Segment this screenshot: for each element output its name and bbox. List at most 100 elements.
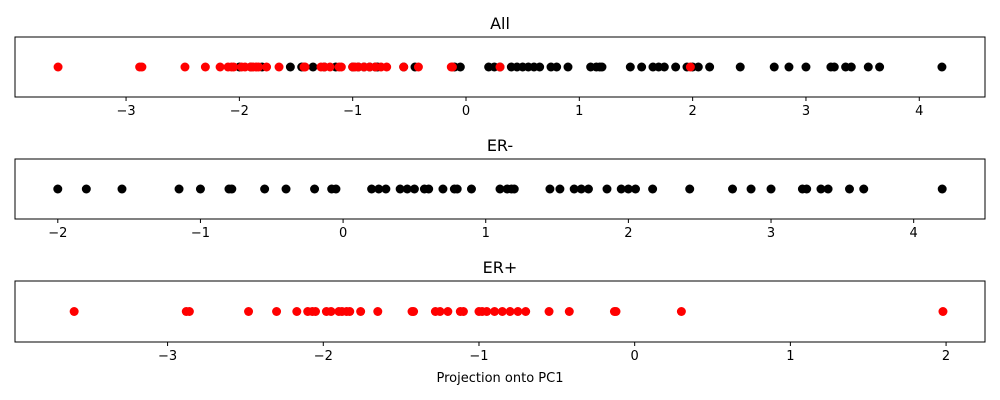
scatter-point [325, 62, 335, 72]
scatter-point [513, 307, 523, 316]
x-tick-label: 0 [462, 104, 470, 119]
x-tick-label: 4 [910, 226, 918, 241]
scatter-point [482, 307, 492, 316]
scatter-point [521, 307, 531, 316]
scatter-point [466, 184, 476, 194]
scatter-point [308, 62, 318, 72]
scatter-point [356, 307, 366, 316]
scatter-point [766, 184, 776, 194]
scatter-point [659, 62, 669, 72]
panel-title: ER- [487, 136, 513, 155]
x-tick-label: −1 [343, 104, 362, 119]
scatter-point [455, 62, 465, 72]
scatter-point [438, 184, 448, 194]
scatter-point [693, 62, 703, 72]
x-tick-label: 2 [688, 104, 696, 119]
x-tick-label: −2 [48, 226, 67, 241]
x-tick-label: 2 [624, 226, 632, 241]
scatter-point [452, 184, 462, 194]
scatter-points [69, 307, 948, 316]
scatter-point [728, 184, 738, 194]
panel-er-neg: ER- −2 −1 0 1 2 3 4 [14, 136, 986, 241]
scatter-point [326, 307, 336, 316]
scatter-point [382, 62, 392, 72]
scatter-point [823, 184, 833, 194]
scatter-point [631, 184, 641, 194]
scatter-point [81, 184, 91, 194]
x-tick-label: −2 [230, 104, 249, 119]
scatter-point [399, 62, 409, 72]
scatter-point [424, 184, 434, 194]
scatter-point [345, 307, 355, 316]
x-ticks: −3 −2 −1 0 1 2 [158, 342, 950, 364]
scatter-point [829, 62, 839, 72]
scatter-point [495, 184, 505, 194]
scatter-point [409, 307, 419, 316]
scatter-point [563, 62, 573, 72]
scatter-point [685, 184, 695, 194]
scatter-point [53, 184, 63, 194]
scatter-point [937, 62, 947, 72]
scatter-point [137, 62, 147, 72]
scatter-point [938, 307, 948, 316]
scatter-point [564, 307, 574, 316]
scatter-point [272, 307, 282, 316]
x-tick-label: −3 [116, 104, 135, 119]
scatter-point [509, 184, 519, 194]
scatter-point [497, 307, 507, 316]
plot-frame [14, 158, 986, 220]
scatter-point [402, 184, 412, 194]
scatter-point [374, 184, 384, 194]
x-tick-label: 3 [802, 104, 810, 119]
scatter-point [195, 184, 205, 194]
x-axis-label: Projection onto PC1 [437, 371, 564, 386]
scatter-point [545, 184, 555, 194]
scatter-point [802, 184, 812, 194]
scatter-point [746, 184, 756, 194]
scatter-point [801, 62, 811, 72]
scatter-point [648, 184, 658, 194]
x-tick-label: 4 [915, 104, 923, 119]
scatter-point [69, 307, 79, 316]
scatter-points [53, 184, 947, 194]
x-tick-label: 1 [482, 226, 490, 241]
scatter-point [274, 62, 284, 72]
scatter-point [769, 62, 779, 72]
scatter-point [844, 184, 854, 194]
panel-title: All [490, 14, 510, 33]
scatter-point [875, 62, 885, 72]
scatter-point [535, 62, 545, 72]
scatter-point [281, 184, 291, 194]
x-tick-label: 3 [767, 226, 775, 241]
panel-all: All −3 −2 −1 0 1 2 3 4 [14, 14, 986, 119]
scatter-point [625, 62, 635, 72]
scatter-point [180, 62, 190, 72]
scatter-point [413, 62, 423, 72]
scatter-point [505, 307, 515, 316]
scatter-point [215, 62, 225, 72]
scatter-point [602, 184, 612, 194]
scatter-point [262, 62, 272, 72]
x-tick-label: 1 [575, 104, 583, 119]
scatter-point [310, 307, 320, 316]
scatter-point [373, 307, 383, 316]
scatter-point [846, 62, 856, 72]
x-tick-label: 2 [942, 349, 950, 364]
scatter-point [229, 62, 239, 72]
scatter-point [671, 62, 681, 72]
scatter-point [784, 62, 794, 72]
scatter-point [676, 307, 686, 316]
scatter-point [443, 307, 453, 316]
scatter-point [435, 307, 445, 316]
scatter-point [552, 62, 562, 72]
scatter-point [254, 62, 264, 72]
scatter-point [495, 62, 505, 72]
x-tick-label: −1 [469, 349, 488, 364]
scatter-point [117, 184, 127, 194]
scatter-point [310, 184, 320, 194]
scatter-point [367, 184, 377, 194]
scatter-point [260, 184, 270, 194]
scatter-point [395, 184, 405, 194]
scatter-point [576, 184, 586, 194]
